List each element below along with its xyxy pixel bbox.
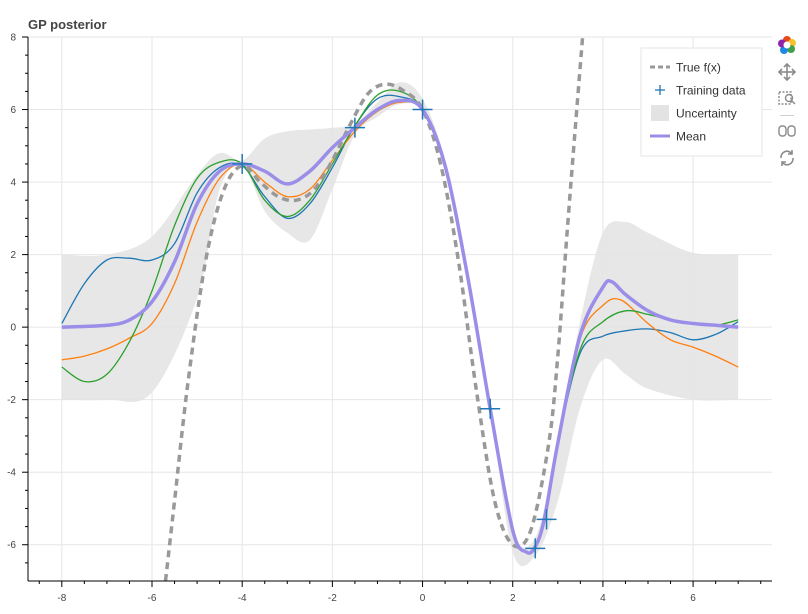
reset-tool-icon[interactable] <box>776 147 798 169</box>
x-tick-label: 6 <box>690 593 696 604</box>
legend: True f(x) Training data Uncertainty Mean <box>640 47 763 157</box>
legend-item: Uncertainty <box>651 105 737 121</box>
training-data-layer <box>232 99 557 559</box>
y-tick-label: 6 <box>10 105 16 116</box>
x-tick-label: -6 <box>148 593 157 604</box>
legend-label: True f(x) <box>676 61 721 75</box>
y-tick-label: 0 <box>10 323 16 334</box>
x-tick-label: 0 <box>420 593 426 604</box>
save-tool-icon[interactable] <box>776 120 798 142</box>
x-tick-label: 2 <box>510 593 516 604</box>
training-point <box>525 538 546 559</box>
y-tick-label: -4 <box>7 468 16 479</box>
series-layer <box>61 37 739 581</box>
x-tick-label: -8 <box>57 593 66 604</box>
y-tick-label: 8 <box>10 33 16 44</box>
chart-toolbar <box>776 34 802 174</box>
y-tick-label: -2 <box>7 395 16 406</box>
chart-title: GP posterior <box>28 17 107 32</box>
legend-item: Training data <box>655 84 746 98</box>
true-function-line <box>163 37 585 581</box>
x-tick-label: 4 <box>600 593 606 604</box>
x-tick-label: -2 <box>328 593 337 604</box>
legend-label: Mean <box>676 130 706 144</box>
bokeh-logo-icon[interactable] <box>776 34 798 56</box>
training-point <box>536 509 557 530</box>
legend-label: Uncertainty <box>676 107 737 121</box>
pan-tool-icon[interactable] <box>776 61 798 83</box>
legend-swatch <box>651 105 669 121</box>
training-point <box>232 153 253 174</box>
x-tick-label: -4 <box>238 593 247 604</box>
y-tick-label: 2 <box>10 250 16 261</box>
y-tick-label: -6 <box>7 540 16 551</box>
mean-line <box>61 98 739 555</box>
training-point <box>412 99 433 120</box>
box-zoom-tool-icon[interactable] <box>776 88 798 110</box>
axes: -8 -6 -4 -2 0 2 4 6 -6 -4 -2 0 2 4 6 8 <box>7 33 772 604</box>
y-tick-label: 4 <box>10 178 16 189</box>
uncertainty-band-layer <box>61 82 739 567</box>
toolbar-divider <box>780 115 794 116</box>
uncertainty-band <box>61 82 739 567</box>
legend-item: Mean <box>650 130 706 144</box>
training-point <box>344 117 365 138</box>
training-point <box>480 398 501 419</box>
legend-label: Training data <box>676 84 746 98</box>
legend-item: True f(x) <box>650 61 721 75</box>
